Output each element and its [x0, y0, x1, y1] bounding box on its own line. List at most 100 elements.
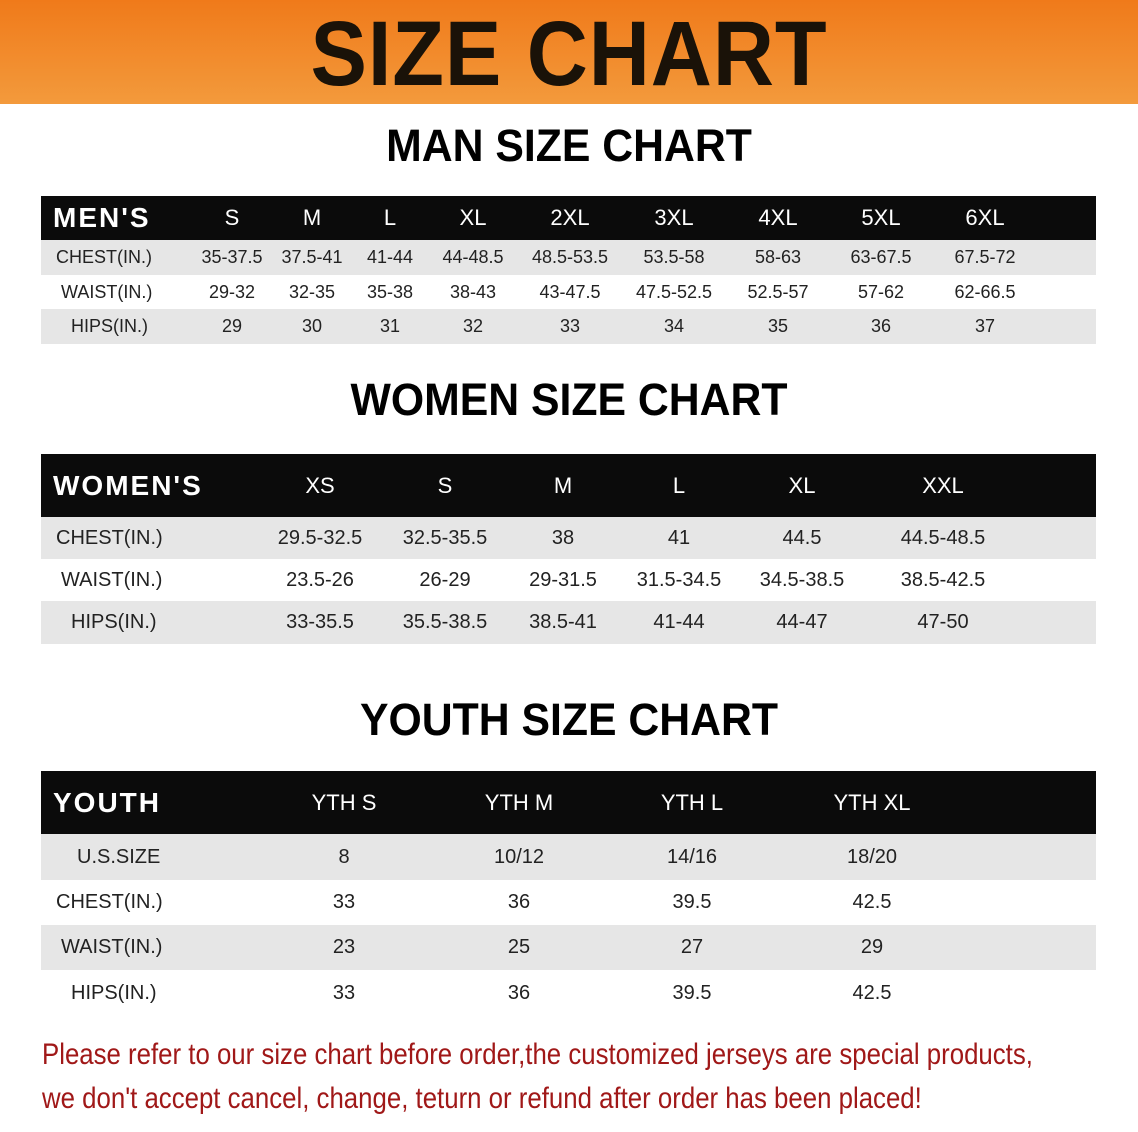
header-label: MEN'S [53, 202, 151, 233]
size-header: XXL [922, 472, 964, 498]
row-label: HIPS(IN.) [71, 316, 149, 336]
size-header: YTH M [484, 789, 554, 815]
row-label: U.S.SIZE [77, 845, 161, 868]
header-row: YOUTH YTH S YTH M YTH L YTH XL [41, 771, 1096, 834]
table-row: CHEST(IN.) 29.5-32.5 32.5-35.5 38 41 44.5 44.5… [41, 517, 1096, 559]
size-header: 2XL [550, 205, 590, 230]
table-cell: 48.5-53.5 [531, 247, 609, 267]
size-header: 3XL [654, 205, 694, 230]
table-cell: 26-29 [419, 568, 471, 591]
table-cell: 31 [379, 316, 401, 336]
men-title: MAN SIZE CHART [386, 120, 752, 171]
table-cell: 62-66.5 [954, 281, 1016, 302]
table-row: CHEST(IN.) 35-37.5 37.5-41 41-44 44-48.5 48.5… [41, 240, 1096, 275]
row-label: WAIST(IN.) [61, 936, 163, 958]
table-cell: 35 [767, 316, 789, 336]
banner: SIZE CHART [0, 0, 1138, 105]
table-row: HIPS(IN.) 29 30 31 32 33 34 35 36 37 [41, 309, 1096, 344]
table-cell: 27 [680, 936, 704, 958]
table-cell: 25 [507, 936, 531, 958]
table-cell: 42.5 [852, 891, 892, 913]
table-cell: 29-32 [208, 281, 256, 302]
table-cell: 58-63 [754, 247, 802, 267]
size-header: S [224, 205, 240, 230]
size-header: L [672, 472, 686, 498]
size-header: XL [788, 472, 816, 498]
table-cell: 63-67.5 [850, 247, 912, 267]
table-cell: 23.5-26 [286, 568, 354, 591]
table-cell: 43-47.5 [539, 281, 601, 302]
size-header: YTH S [311, 789, 377, 815]
size-header: M [302, 205, 322, 230]
table-cell: 32-35 [288, 281, 336, 302]
row-label: WAIST(IN.) [61, 568, 163, 591]
row-label: CHEST(IN.) [56, 247, 152, 267]
table-cell: 29.5-32.5 [277, 526, 363, 549]
table-cell: 41-44 [653, 611, 705, 633]
row-label: CHEST(IN.) [56, 891, 163, 913]
size-header: XL [459, 205, 487, 230]
row-label: HIPS(IN.) [71, 981, 157, 1004]
notice-line-1: Please refer to our size chart before or… [42, 1038, 1033, 1071]
header-label: WOMEN'S [53, 469, 203, 501]
row-label: HIPS(IN.) [71, 611, 157, 633]
table-cell: 35-37.5 [201, 247, 263, 267]
table-cell: 47-50 [917, 611, 969, 633]
banner-title: SIZE CHART [310, 3, 828, 105]
table-cell: 53.5-58 [643, 247, 705, 267]
table-cell: 18/20 [846, 845, 898, 868]
size-header: XS [305, 472, 335, 498]
table-cell: 52.5-57 [747, 281, 809, 302]
table-row: WAIST(IN.) 29-32 32-35 35-38 38-43 43-47.5 47.… [41, 275, 1096, 309]
table-cell: 42.5 [852, 981, 892, 1004]
size-header: M [553, 472, 573, 498]
table-row: WAIST(IN.) 23.5-26 26-29 29-31.5 31.5-34.5 34… [41, 559, 1096, 601]
table-cell: 41-44 [366, 247, 414, 267]
size-header: 6XL [965, 205, 1005, 230]
size-header: L [383, 205, 397, 230]
notice-line-2: we don't accept cancel, change, teturn o… [42, 1082, 922, 1115]
table-cell: 37 [974, 316, 996, 336]
header-label: YOUTH [53, 786, 161, 818]
table-cell: 32.5-35.5 [402, 526, 488, 549]
table-cell: 31.5-34.5 [636, 568, 722, 591]
size-header: YTH XL [833, 789, 911, 815]
table-cell: 10/12 [493, 845, 545, 868]
women-title: WOMEN SIZE CHART [350, 374, 788, 425]
table-cell: 35.5-38.5 [402, 611, 488, 633]
table-cell: 33 [332, 981, 356, 1004]
youth-title: YOUTH SIZE CHART [359, 694, 778, 745]
table-cell: 44-47 [776, 611, 828, 633]
table-cell: 33 [332, 891, 356, 913]
row-label: CHEST(IN.) [56, 526, 163, 549]
table-cell: 34.5-38.5 [759, 568, 845, 591]
table-cell: 38-43 [449, 281, 497, 302]
table-cell: 30 [301, 316, 323, 336]
table-cell: 14/16 [666, 845, 718, 868]
size-header: S [437, 472, 453, 498]
table-cell: 29 [221, 316, 243, 336]
table-cell: 47.5-52.5 [635, 281, 713, 302]
table-cell: 44.5 [782, 526, 822, 549]
table-row: WAIST(IN.) 23 25 27 29 [41, 925, 1096, 970]
table-cell: 23 [332, 936, 356, 958]
table-cell: 29 [860, 936, 884, 958]
size-header: YTH L [660, 789, 724, 815]
table-row: HIPS(IN.) 33-35.5 35.5-38.5 38.5-41 41-44 44-… [41, 601, 1096, 644]
table-cell: 39.5 [672, 891, 712, 913]
table-cell: 57-62 [857, 281, 905, 302]
table-cell: 29-31.5 [529, 568, 597, 591]
table-cell: 38 [551, 526, 575, 549]
table-cell: 39.5 [672, 981, 712, 1004]
row-label: WAIST(IN.) [61, 281, 153, 302]
table-cell: 36 [870, 316, 892, 336]
table-row: CHEST(IN.) 33 36 39.5 42.5 [41, 880, 931, 925]
table-cell: 38.5-41 [529, 611, 597, 633]
header-row: MEN'S S M L XL 2XL 3XL 4XL 5XL 6XL [41, 196, 1096, 240]
table-cell: 33-35.5 [286, 611, 354, 633]
table-cell: 37.5-41 [281, 247, 343, 267]
table-cell: 38.5-42.5 [900, 568, 986, 591]
table-cell: 36 [507, 891, 531, 913]
table-cell: 35-38 [366, 281, 414, 302]
header-row: WOMEN'S XS S M L XL XXL [41, 454, 1096, 517]
